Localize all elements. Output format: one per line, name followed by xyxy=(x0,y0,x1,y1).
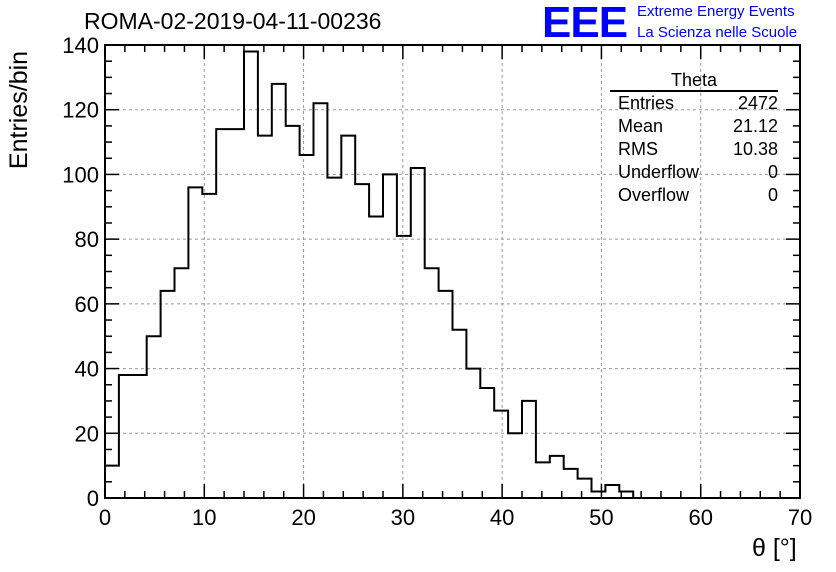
histogram-bin xyxy=(355,184,369,498)
grid-lines xyxy=(105,45,800,498)
histogram-bin xyxy=(369,216,383,498)
y-tick-label: 120 xyxy=(62,98,99,123)
x-tick-label: 30 xyxy=(391,505,415,530)
histogram-bin xyxy=(564,469,578,498)
histogram-bin xyxy=(522,401,536,498)
stats-label: RMS xyxy=(618,139,658,159)
y-tick-labels: 0 20 40 60 80 100 120 140 xyxy=(62,33,99,511)
plot-frame xyxy=(104,44,801,499)
histogram-bin xyxy=(161,291,175,498)
histogram-bin xyxy=(425,268,439,498)
x-tick-labels: 0 10 20 30 40 50 60 70 xyxy=(99,505,812,530)
histogram-bin xyxy=(188,187,202,498)
stats-title: Theta xyxy=(610,70,778,92)
histogram-bars xyxy=(104,50,800,499)
histogram-bin xyxy=(258,136,272,498)
histogram-bin xyxy=(244,51,258,498)
stats-row-rms: RMS 10.38 xyxy=(610,138,778,161)
stats-value: 0 xyxy=(767,185,778,205)
x-tick-label: 50 xyxy=(589,505,613,530)
y-tick-label: 80 xyxy=(75,227,99,252)
histogram-bin xyxy=(439,291,453,498)
y-tick-label: 20 xyxy=(75,421,99,446)
x-tick-label: 10 xyxy=(192,505,216,530)
stats-label: Entries xyxy=(618,93,675,113)
y-tick-label: 60 xyxy=(75,292,99,317)
y-tick-label: 0 xyxy=(87,486,99,511)
histogram-bin xyxy=(119,375,133,498)
histogram-bin xyxy=(272,84,286,498)
stats-row-entries: Entries 2472 xyxy=(610,92,778,115)
x-tick-label: 40 xyxy=(490,505,514,530)
histogram-bin xyxy=(494,411,508,498)
histogram-bin xyxy=(508,433,522,498)
histogram-bin xyxy=(286,126,300,498)
x-axis-label: θ [°] xyxy=(752,534,797,562)
y-tick-label: 40 xyxy=(75,357,99,382)
histogram-bin xyxy=(133,375,147,498)
histogram-bin xyxy=(605,485,619,498)
histogram-bin xyxy=(397,236,411,498)
stats-box: Theta Entries 2472 Mean 21.12 RMS 10.38 … xyxy=(610,70,778,207)
logo-subtitle-2: La Scienza nelle Scuole xyxy=(637,24,798,41)
x-tick-label: 60 xyxy=(688,505,712,530)
stats-row-overflow: Overflow 0 xyxy=(610,184,778,207)
y-tick-label: 100 xyxy=(62,162,99,187)
histogram-outline xyxy=(104,50,800,499)
histogram-bin xyxy=(411,168,425,498)
stats-row-underflow: Underflow 0 xyxy=(610,161,778,184)
chart-title: ROMA-02-2019-04-11-00236 xyxy=(84,8,382,34)
stats-row-mean: Mean 21.12 xyxy=(610,115,778,138)
eee-logo: EEE xyxy=(542,0,628,47)
histogram-bin xyxy=(383,174,397,498)
y-axis-label: Entries/bin xyxy=(5,50,33,170)
stats-value: 2472 xyxy=(737,93,778,113)
histogram-bin xyxy=(230,129,244,498)
histogram-bin xyxy=(314,103,328,498)
histogram-bin xyxy=(480,388,494,498)
histogram-bin xyxy=(453,330,467,498)
stats-label: Underflow xyxy=(618,162,700,182)
histogram-bin xyxy=(341,136,355,498)
stats-value: 21.12 xyxy=(732,116,778,136)
stats-label: Overflow xyxy=(618,185,690,205)
stats-value: 0 xyxy=(767,162,778,182)
histogram-bin xyxy=(300,155,314,498)
logo-subtitle-1: Extreme Energy Events xyxy=(637,3,795,20)
histogram-bin xyxy=(536,462,550,498)
histogram-bin xyxy=(578,479,592,498)
stats-label: Mean xyxy=(618,116,664,136)
histogram-bin xyxy=(147,336,161,498)
histogram-bin xyxy=(327,178,341,498)
x-tick-label: 70 xyxy=(788,505,812,530)
histogram-bin xyxy=(175,268,189,498)
y-tick-label: 140 xyxy=(62,33,99,58)
histogram-bin xyxy=(216,129,230,498)
x-tick-label: 20 xyxy=(291,505,315,530)
stats-value: 10.38 xyxy=(732,139,778,159)
x-tick-label: 0 xyxy=(99,505,111,530)
